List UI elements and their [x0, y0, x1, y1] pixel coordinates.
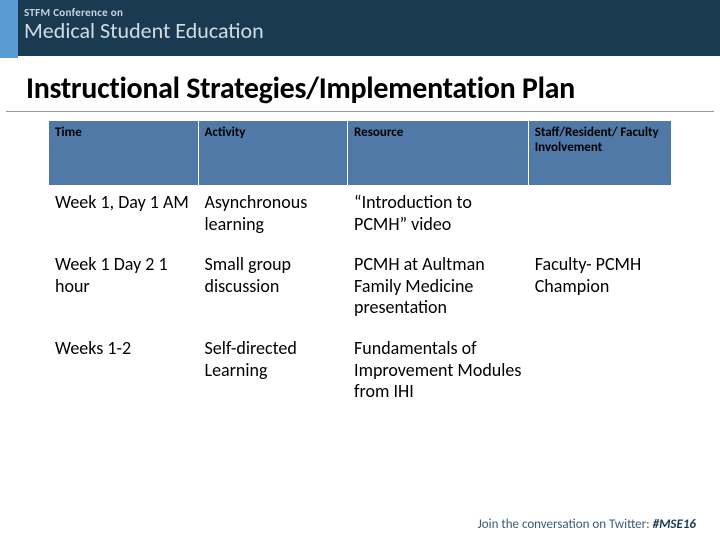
cell-resource: PCMH at Aultman Family Medicine presenta…: [348, 248, 529, 332]
col-involvement: Staff/Resident/ Faculty Involvement: [528, 121, 671, 186]
cell-activity: Small group discussion: [198, 248, 348, 332]
cell-involvement: [528, 186, 671, 248]
accent-stripe: [0, 0, 18, 58]
logo-block: STFM Conference on Medical Student Educa…: [24, 6, 264, 43]
col-activity: Activity: [198, 121, 348, 186]
cell-involvement: [528, 331, 671, 415]
table-header-row: Time Activity Resource Staff/Resident/ F…: [49, 121, 672, 186]
cell-time: Weeks 1-2: [49, 331, 199, 415]
table-row: Week 1, Day 1 AM Asynchronous learning “…: [49, 186, 672, 248]
cell-resource: “Introduction to PCMH” video: [348, 186, 529, 248]
plan-table: Time Activity Resource Staff/Resident/ F…: [48, 120, 672, 416]
logo-main-text: Medical Student Education: [24, 19, 264, 43]
slide-title: Instructional Strategies/Implementation …: [6, 58, 714, 112]
footer-hashtag: #MSE16: [653, 517, 696, 532]
header-bar: STFM Conference on Medical Student Educa…: [0, 0, 720, 58]
cell-resource: Fundamentals of Improvement Modules from…: [348, 331, 529, 415]
table-row: Week 1 Day 2 1 hour Small group discussi…: [49, 248, 672, 332]
cell-time: Week 1, Day 1 AM: [49, 186, 199, 248]
col-time: Time: [49, 121, 199, 186]
footer: Join the conversation on Twitter: #MSE16: [478, 517, 696, 532]
col-resource: Resource: [348, 121, 529, 186]
cell-activity: Asynchronous learning: [198, 186, 348, 248]
table-row: Weeks 1-2 Self-directed Learning Fundame…: [49, 331, 672, 415]
footer-prefix: Join the conversation on Twitter:: [478, 517, 653, 532]
cell-activity: Self-directed Learning: [198, 331, 348, 415]
cell-time: Week 1 Day 2 1 hour: [49, 248, 199, 332]
cell-involvement: Faculty- PCMH Champion: [528, 248, 671, 332]
plan-table-wrap: Time Activity Resource Staff/Resident/ F…: [0, 112, 720, 416]
